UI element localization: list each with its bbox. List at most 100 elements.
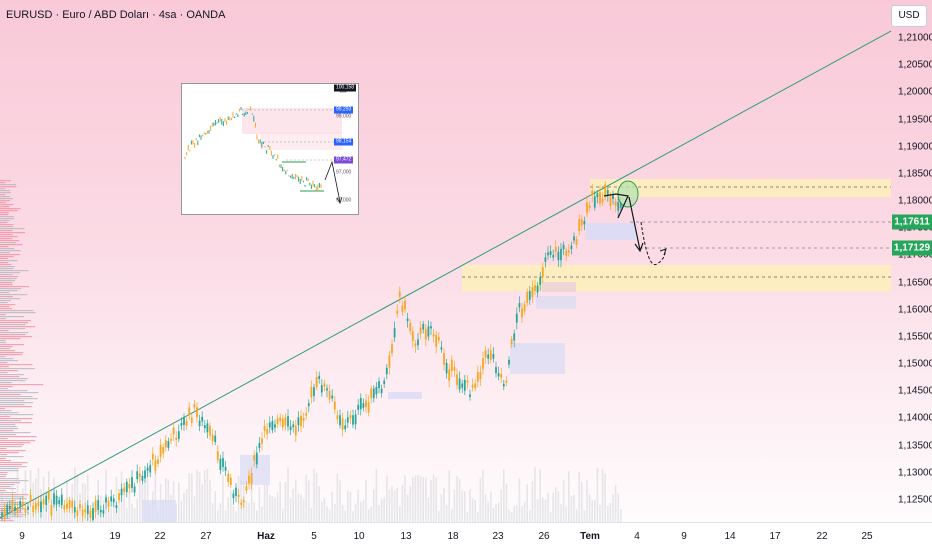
candle-body bbox=[307, 403, 310, 407]
volume-profile-bar bbox=[0, 268, 14, 270]
volume-bar bbox=[321, 501, 323, 522]
candle-body bbox=[344, 425, 347, 430]
price-tick-label: 1,21000 bbox=[898, 32, 932, 44]
volume-bar bbox=[37, 467, 40, 522]
volume-bar bbox=[339, 480, 341, 522]
symbol-title[interactable]: EURUSD · Euro / ABD Doları · 4sa · OANDA bbox=[6, 9, 226, 21]
candle-body bbox=[614, 201, 617, 206]
volume-profile-bar bbox=[0, 282, 13, 284]
candle-body bbox=[128, 484, 131, 489]
candle-body bbox=[102, 510, 105, 514]
candle-body bbox=[606, 190, 609, 195]
price-tag[interactable]: 1,17611 bbox=[892, 214, 932, 230]
price-tick-label: 1,16000 bbox=[898, 304, 932, 316]
volume-bar bbox=[24, 469, 27, 522]
volume-profile-bar bbox=[0, 186, 17, 188]
volume-profile-bar bbox=[0, 452, 19, 454]
volume-bar bbox=[284, 481, 287, 522]
candle-body bbox=[206, 423, 209, 433]
candle-body bbox=[276, 418, 279, 425]
candle-body bbox=[612, 194, 614, 199]
candle-body bbox=[411, 331, 414, 341]
candle-body bbox=[482, 358, 484, 369]
volume-profile-bar bbox=[0, 434, 17, 436]
volume-profile-bar bbox=[0, 428, 19, 430]
candle-body bbox=[34, 503, 37, 510]
candle-body bbox=[120, 488, 123, 496]
volume-profile-bar bbox=[0, 304, 16, 306]
date-tick-label: Tem bbox=[580, 531, 600, 542]
volume-profile-bar bbox=[0, 420, 22, 422]
inset-candle bbox=[208, 130, 210, 134]
candle-body bbox=[271, 421, 274, 431]
candle-body bbox=[339, 415, 341, 426]
candle-body bbox=[281, 418, 284, 428]
date-tick-label: 10 bbox=[353, 531, 365, 542]
time-axis[interactable] bbox=[0, 522, 932, 550]
candle-body bbox=[6, 504, 9, 514]
candle-body bbox=[76, 510, 79, 516]
candle-body bbox=[151, 453, 154, 460]
volume-profile-bar bbox=[0, 244, 23, 246]
candle-body bbox=[365, 400, 367, 408]
volume-bar bbox=[188, 473, 190, 522]
volume-bar bbox=[235, 511, 237, 522]
fvg-box bbox=[510, 343, 565, 374]
candle-body bbox=[443, 352, 445, 365]
candle-body bbox=[1, 512, 3, 516]
candle-body bbox=[279, 417, 282, 422]
candle-body bbox=[359, 397, 362, 410]
inset-candle bbox=[243, 112, 245, 117]
candle-body bbox=[315, 376, 318, 388]
volume-profile-bar bbox=[0, 240, 20, 242]
candle-body bbox=[573, 236, 575, 241]
candle-body bbox=[333, 401, 336, 410]
volume-bar bbox=[432, 474, 435, 522]
price-chart[interactable] bbox=[0, 0, 932, 522]
candle-body bbox=[164, 440, 167, 448]
volume-profile-bar bbox=[0, 502, 28, 504]
currency-selector[interactable]: USD bbox=[891, 5, 927, 27]
candle-body bbox=[99, 509, 102, 513]
candle-body bbox=[417, 339, 419, 346]
volume-bar bbox=[230, 490, 232, 522]
candle-body bbox=[242, 500, 245, 503]
volume-profile-bar bbox=[0, 262, 9, 264]
volume-profile-bar bbox=[0, 470, 19, 472]
demand-zone bbox=[462, 265, 891, 291]
candle-body bbox=[201, 416, 204, 422]
volume-bar bbox=[539, 469, 541, 522]
volume-profile-bar bbox=[0, 250, 21, 252]
candle-body bbox=[549, 251, 552, 255]
volume-profile-bar bbox=[0, 184, 16, 186]
candle-body bbox=[144, 470, 146, 479]
volume-profile-bar bbox=[0, 234, 13, 236]
inset-candle bbox=[280, 164, 282, 169]
volume-bar bbox=[513, 506, 515, 522]
volume-bar bbox=[469, 489, 471, 522]
volume-profile-bar bbox=[0, 358, 14, 360]
candle-body bbox=[45, 495, 48, 506]
volume-profile-bar bbox=[0, 274, 13, 276]
volume-profile-bar bbox=[0, 222, 8, 224]
volume-bar bbox=[211, 503, 214, 522]
volume-profile-bar bbox=[0, 202, 6, 204]
candle-body bbox=[505, 380, 508, 383]
volume-profile-bar bbox=[0, 426, 17, 428]
inset-candle bbox=[270, 150, 272, 156]
volume-bar bbox=[464, 491, 466, 522]
volume-bar bbox=[302, 499, 305, 522]
inset-candle bbox=[293, 176, 295, 179]
volume-bar bbox=[440, 493, 443, 522]
candle-body bbox=[401, 305, 404, 312]
candle-body bbox=[284, 417, 287, 426]
candle-body bbox=[508, 359, 510, 365]
price-tag[interactable]: 1,17129 bbox=[892, 240, 932, 256]
candle-body bbox=[406, 318, 409, 322]
inset-candle bbox=[218, 119, 220, 123]
candle-body bbox=[515, 313, 518, 323]
volume-bar bbox=[154, 470, 157, 522]
inset-candle bbox=[232, 111, 234, 118]
volume-profile-bar bbox=[0, 398, 38, 400]
